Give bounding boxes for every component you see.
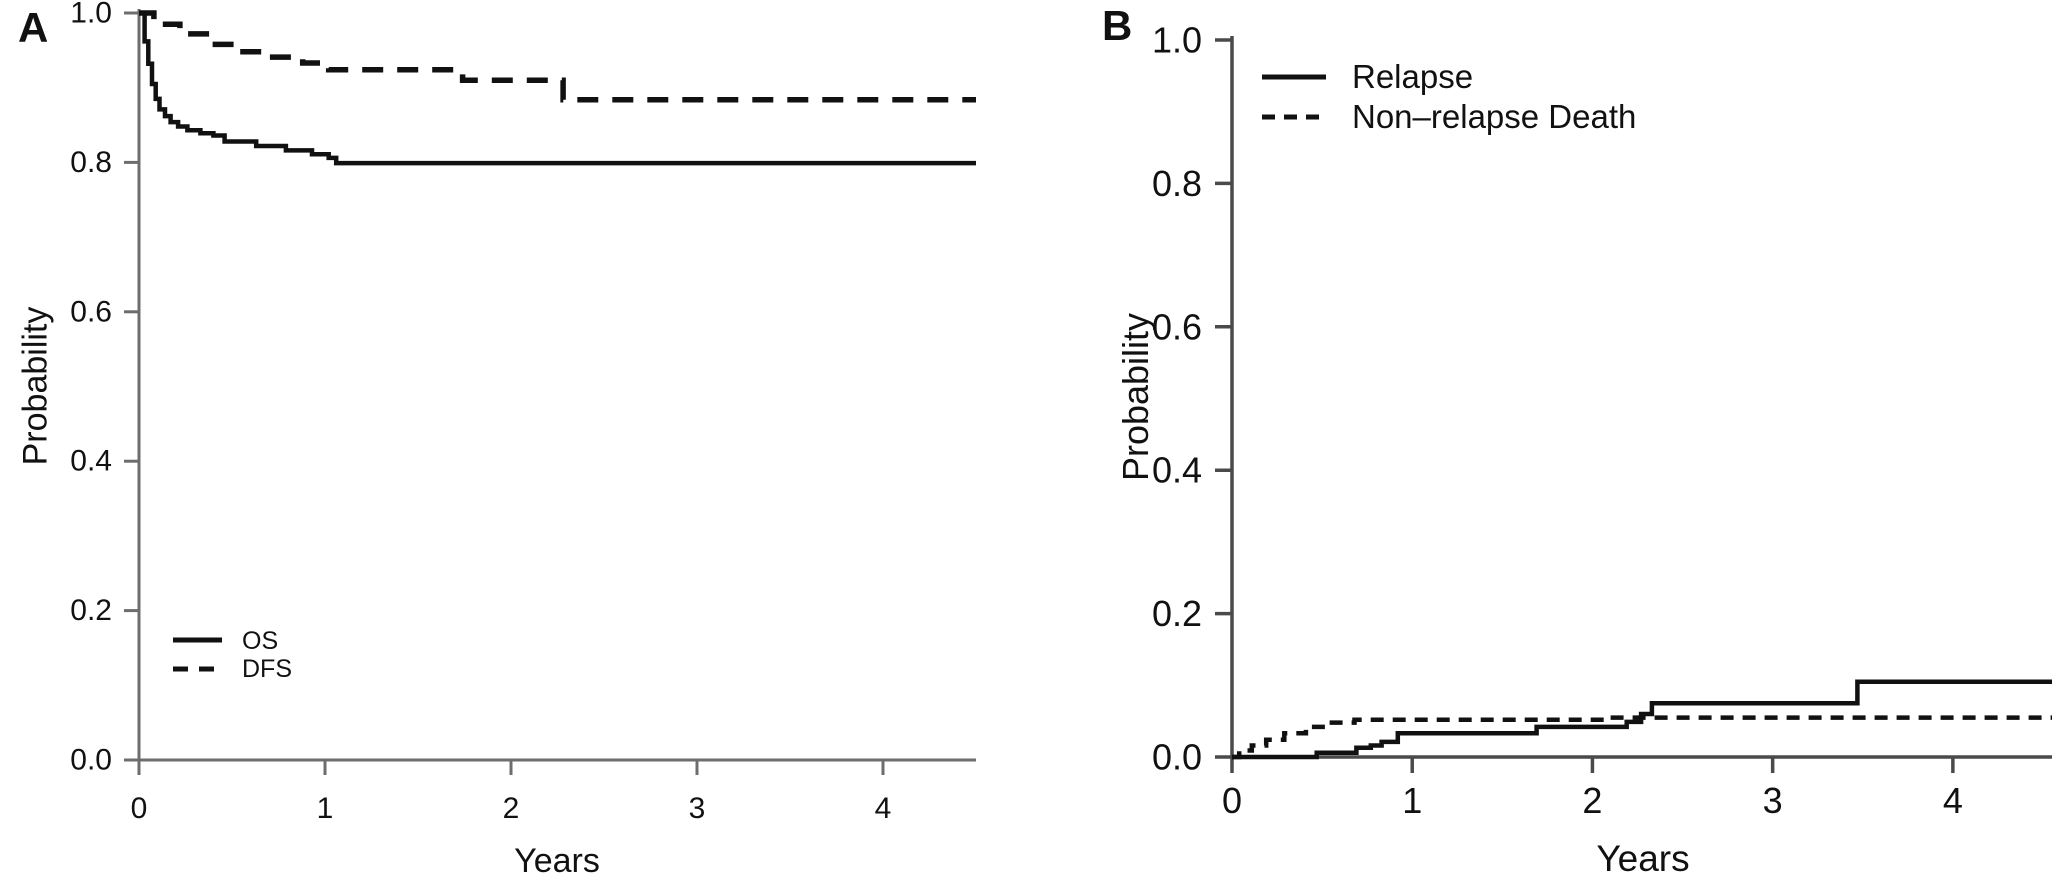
panel-b-letter: B: [1102, 2, 1134, 49]
panel-a-group: 0.0 0.2 0.4 0.6 0.8 1.0 0 1 2 3 4: [70, 0, 976, 825]
panel-a-x-tick-label: 2: [503, 792, 520, 825]
panel-a-x-tick-label: 3: [689, 792, 706, 825]
panel-b-series-relapse-curve: [1232, 679, 2052, 760]
panel-b-x-axis-title: Years: [1596, 838, 1690, 879]
panel-a-series-os-curve: [139, 10, 976, 166]
panel-b-legend-label-relapse: Relapse: [1352, 58, 1474, 95]
panel-a-y-tick-label: 0.0: [70, 744, 112, 777]
panel-a-x-tick-label: 4: [875, 792, 892, 825]
panel-b-x-tick-label: 2: [1582, 780, 1602, 821]
panel-b-y-tick-label: 0.4: [1152, 450, 1202, 491]
panel-a-series-dfs-curve: [139, 10, 976, 103]
panel-a-legend-label-dfs: DFS: [242, 655, 292, 683]
panel-b-x-tick-label: 3: [1763, 780, 1783, 821]
panel-b-x-tick-label: 4: [1943, 780, 1963, 821]
panel-a-y-tick-label: 0.6: [70, 295, 112, 328]
panel-a-x-tick-label: 0: [131, 792, 148, 825]
panel-a-y-tick-label: 0.4: [70, 445, 112, 478]
panel-b-y-tick-label: 0.8: [1152, 163, 1202, 204]
panel-b-y-tick-label: 0.6: [1152, 306, 1202, 347]
panel-b-y-tick-label: 0.0: [1152, 737, 1202, 778]
panel-b-y-axis-title: Probability: [1115, 312, 1156, 482]
panel-a-letter: A: [18, 4, 50, 51]
panel-a-y-tick-label: 0.2: [70, 594, 112, 627]
panel-a-y-tick-label: 1.0: [70, 0, 112, 30]
panel-b-y-tick-label: 1.0: [1152, 20, 1202, 61]
panel-b-y-tick-label: 0.2: [1152, 593, 1202, 634]
panel-b-legend-label-nonrelapse-death: Non–relapse Death: [1352, 98, 1637, 135]
panel-a-x-tick-label: 1: [317, 792, 334, 825]
panel-a-y-tick-label: 0.8: [70, 146, 112, 179]
panel-b-x-tick-label: 0: [1222, 780, 1242, 821]
panel-b-series-non-relapse-death-curve: [1232, 715, 2052, 760]
panel-b-group: 0.0 0.2 0.4 0.6 0.8 1.0 0 1 2 3 4: [1152, 20, 2052, 821]
panel-a-legend-label-os: OS: [242, 627, 279, 655]
panel-b-x-tick-label: 1: [1402, 780, 1422, 821]
panel-a-y-axis-title: Probability: [16, 306, 55, 466]
panel-a-x-axis-title: Years: [514, 842, 600, 880]
